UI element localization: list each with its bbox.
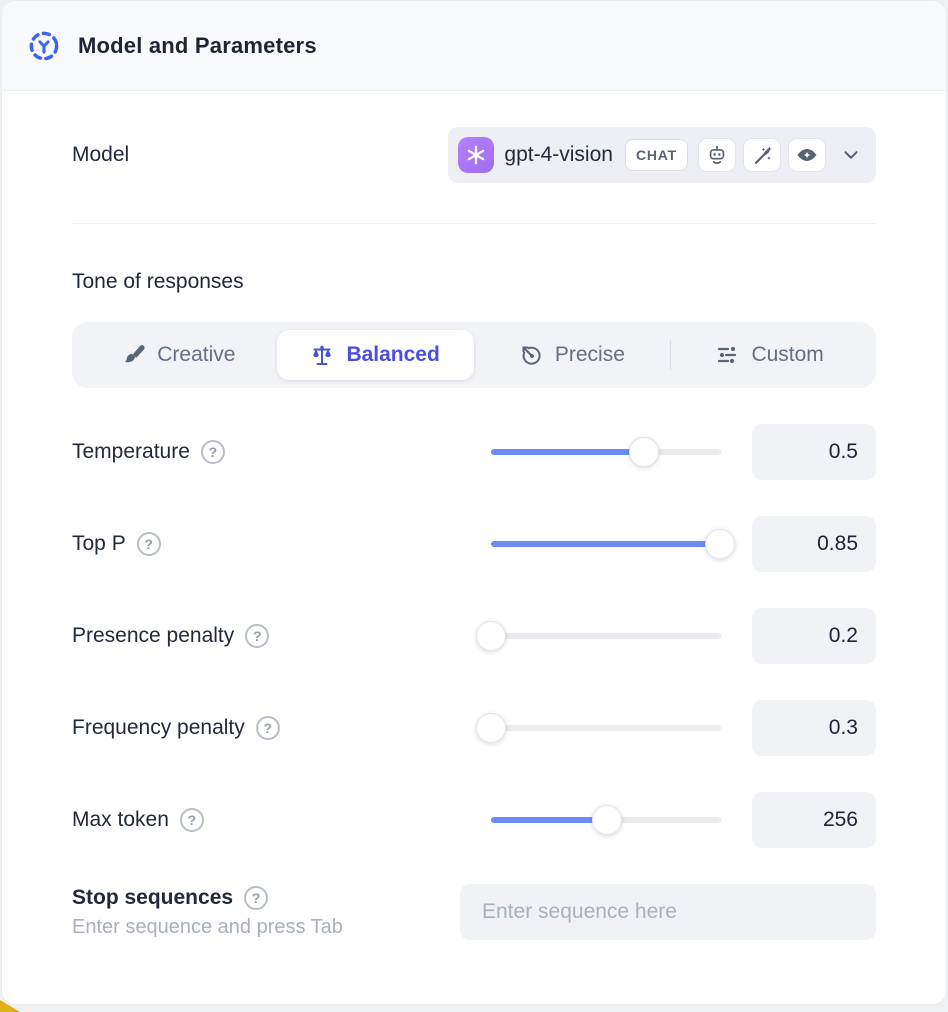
tone-option-creative[interactable]: Creative bbox=[80, 330, 277, 380]
parameter-label-group: Frequency penalty ? bbox=[72, 716, 491, 740]
slider-track[interactable] bbox=[491, 725, 721, 731]
parameter-label: Temperature bbox=[72, 440, 190, 463]
help-icon[interactable]: ? bbox=[255, 716, 280, 740]
tone-heading: Tone of responses bbox=[72, 270, 244, 293]
panel-title: Model and Parameters bbox=[78, 32, 317, 58]
stop-sequences-row: Stop sequences ? Enter sequence and pres… bbox=[72, 884, 876, 940]
openai-logo bbox=[458, 137, 495, 173]
parameter-label-group: Max token ? bbox=[72, 808, 491, 832]
chevron-down-icon[interactable] bbox=[840, 144, 862, 166]
slider-thumb[interactable] bbox=[592, 805, 623, 835]
parameter-label: Frequency penalty bbox=[72, 716, 245, 739]
model-label: Model bbox=[72, 143, 130, 166]
model-type-badge: CHAT bbox=[624, 139, 688, 171]
stop-sequences-helper: Enter sequence and press Tab bbox=[72, 915, 343, 938]
section-divider bbox=[72, 223, 876, 224]
parameter-label-group: Top P ? bbox=[72, 532, 491, 556]
parameter-row-presence-penalty: Presence penalty ? 0.2 bbox=[72, 608, 876, 664]
help-icon[interactable]: ? bbox=[244, 885, 269, 910]
tone-option-custom[interactable]: Custom bbox=[671, 330, 868, 380]
slider-thumb[interactable] bbox=[704, 529, 735, 559]
slider-track[interactable] bbox=[491, 541, 721, 547]
parameter-label: Max token bbox=[72, 808, 169, 831]
tone-option-label: Creative bbox=[157, 343, 236, 366]
tone-option-balanced[interactable]: Balanced bbox=[276, 330, 474, 380]
panel-header: Model and Parameters bbox=[2, 1, 946, 91]
parameters-list: Temperature ? 0.5 Top P ? 0.85 Presence … bbox=[72, 424, 876, 848]
slider-thumb[interactable] bbox=[476, 621, 506, 651]
model-select-dropdown[interactable]: gpt-4-vision CHAT bbox=[448, 127, 876, 183]
parameter-label: Presence penalty bbox=[72, 624, 235, 647]
slider-fill bbox=[491, 817, 608, 823]
target-icon bbox=[519, 343, 543, 367]
slider-track[interactable] bbox=[491, 449, 721, 455]
slider-track[interactable] bbox=[491, 633, 721, 639]
help-icon[interactable]: ? bbox=[179, 808, 204, 832]
parameter-label-group: Temperature ? bbox=[72, 440, 491, 464]
selected-model-name: gpt-4-vision bbox=[504, 143, 613, 166]
parameter-value[interactable]: 256 bbox=[752, 792, 876, 848]
parameter-value[interactable]: 0.5 bbox=[752, 424, 876, 480]
paintbrush-icon bbox=[121, 343, 145, 367]
parameter-slider[interactable] bbox=[491, 529, 735, 559]
robot-icon bbox=[698, 138, 736, 172]
parameter-row-temperature: Temperature ? 0.5 bbox=[72, 424, 876, 480]
help-icon[interactable]: ? bbox=[245, 624, 270, 648]
panel-content: Model gpt-4-vision CHAT Tone of response… bbox=[2, 127, 946, 940]
slider-fill bbox=[491, 541, 720, 547]
sliders-icon bbox=[715, 343, 739, 367]
magic-wand-icon bbox=[743, 138, 781, 172]
tone-option-label: Custom bbox=[751, 343, 824, 366]
parameter-slider[interactable] bbox=[476, 713, 721, 743]
stop-sequences-labels: Stop sequences ? Enter sequence and pres… bbox=[72, 885, 460, 939]
tone-option-label: Precise bbox=[554, 343, 625, 366]
help-icon[interactable]: ? bbox=[200, 440, 225, 464]
slider-thumb[interactable] bbox=[476, 713, 506, 743]
parameter-value[interactable]: 0.3 bbox=[752, 700, 876, 756]
parameter-slider[interactable] bbox=[476, 621, 721, 651]
stop-sequence-input[interactable] bbox=[460, 884, 876, 940]
parameter-row-max-token: Max token ? 256 bbox=[72, 792, 876, 848]
parameter-value[interactable]: 0.85 bbox=[752, 516, 876, 572]
slider-thumb[interactable] bbox=[628, 437, 659, 467]
tone-selector: Creative Balanced Precise Custom bbox=[72, 322, 876, 388]
parameter-label: Top P bbox=[72, 532, 126, 555]
vision-icon bbox=[788, 138, 826, 172]
parameter-value[interactable]: 0.2 bbox=[752, 608, 876, 664]
capability-badges bbox=[698, 138, 826, 172]
slider-fill bbox=[491, 449, 644, 455]
stop-sequences-label: Stop sequences bbox=[72, 885, 234, 909]
parameter-slider[interactable] bbox=[491, 437, 721, 467]
help-icon[interactable]: ? bbox=[136, 532, 161, 556]
tone-option-precise[interactable]: Precise bbox=[474, 330, 671, 380]
model-row: Model gpt-4-vision CHAT bbox=[72, 127, 876, 183]
parameter-row-top-p: Top P ? 0.85 bbox=[72, 516, 876, 572]
parameter-row-frequency-penalty: Frequency penalty ? 0.3 bbox=[72, 700, 876, 756]
tone-option-label: Balanced bbox=[346, 343, 440, 366]
model-hub-icon bbox=[28, 30, 60, 62]
parameter-label-group: Presence penalty ? bbox=[72, 624, 491, 648]
parameter-slider[interactable] bbox=[491, 805, 721, 835]
balance-scale-icon bbox=[310, 343, 334, 367]
tone-divider bbox=[670, 340, 672, 370]
